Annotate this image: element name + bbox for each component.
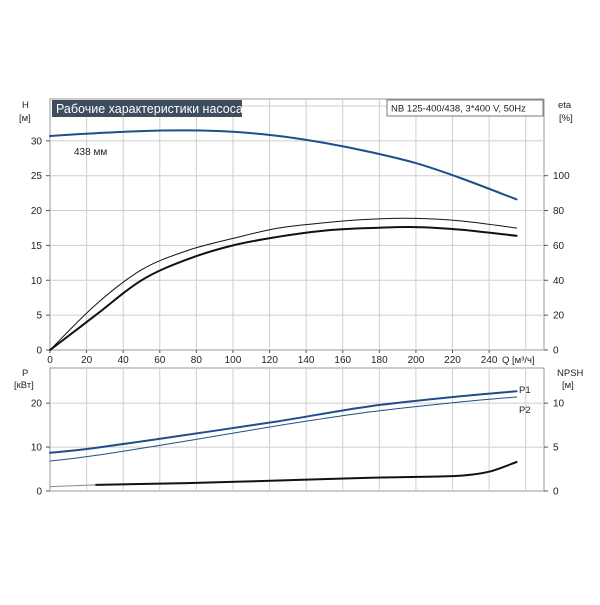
npsh-axis-label: NPSH xyxy=(557,368,584,379)
left-tick-label: 10 xyxy=(31,443,43,454)
right-tick-label: 80 xyxy=(553,206,565,217)
series-line-0-1 xyxy=(49,217,518,351)
series-line-1-2 xyxy=(94,461,518,486)
series-line-1-0 xyxy=(49,390,518,454)
impeller-annotation: 438 мм xyxy=(74,147,107,158)
right-tick-label: 5 xyxy=(553,443,559,454)
p-axis-label: P xyxy=(22,368,28,379)
x-tick-label: 120 xyxy=(261,355,278,366)
q-axis-label: Q [м³/ч] xyxy=(502,355,535,366)
left-tick-label: 20 xyxy=(31,206,43,217)
x-tick-label: 200 xyxy=(408,355,425,366)
npsh-axis-unit: [м] xyxy=(562,380,574,391)
h-axis-label: H xyxy=(22,100,29,111)
x-tick-label: 40 xyxy=(118,355,130,366)
x-tick-label: 140 xyxy=(298,355,315,366)
left-tick-label: 25 xyxy=(31,171,43,182)
x-tick-label: 100 xyxy=(225,355,242,366)
series-line-1-1 xyxy=(49,396,518,462)
x-tick-label: 20 xyxy=(81,355,93,366)
bottom-ticks: 0 10 20 0 5 10 xyxy=(31,399,565,498)
series-label-p1: P1 xyxy=(519,385,531,396)
left-tick-label: 10 xyxy=(31,276,43,287)
top-ticks: 0 5 10 15 20 25 30 0 20 40 60 80 100 0 20 40 60 80 100 120 1… xyxy=(31,136,570,366)
x-tick-label: 80 xyxy=(191,355,203,366)
series-line-0-2 xyxy=(49,226,518,351)
right-tick-label: 0 xyxy=(553,487,559,498)
top-plot-frame xyxy=(49,98,545,351)
eta-axis-label: eta xyxy=(558,100,572,111)
bottom-plot-frame xyxy=(49,367,545,492)
left-tick-label: 20 xyxy=(31,399,43,410)
series-line-0-0 xyxy=(49,129,518,201)
x-tick-label: 220 xyxy=(444,355,461,366)
left-tick-label: 0 xyxy=(36,346,42,357)
right-tick-label: 100 xyxy=(553,171,570,182)
right-tick-label: 10 xyxy=(553,399,565,410)
right-tick-label: 0 xyxy=(553,346,559,357)
x-tick-label: 180 xyxy=(371,355,388,366)
model-label: NB 125-400/438, 3*400 V, 50Hz xyxy=(391,104,526,115)
x-tick-label: 0 xyxy=(47,355,53,366)
chart-title: Рабочие характеристики насоса xyxy=(56,102,243,116)
x-tick-label: 240 xyxy=(481,355,498,366)
top-grid xyxy=(50,99,544,350)
x-tick-label: 160 xyxy=(334,355,351,366)
model-box xyxy=(386,99,544,117)
right-tick-label: 60 xyxy=(553,241,565,252)
title-box xyxy=(52,100,242,117)
left-tick-label: 5 xyxy=(36,311,42,322)
x-tick-label: 60 xyxy=(154,355,166,366)
top-series xyxy=(49,129,518,351)
bottom-grid xyxy=(50,368,544,491)
h-axis-unit: [м] xyxy=(19,113,31,124)
eta-axis-unit: [%] xyxy=(559,113,573,124)
series-line-1-3 xyxy=(49,484,97,488)
left-tick-label: 15 xyxy=(31,241,43,252)
right-tick-label: 40 xyxy=(553,276,565,287)
left-tick-label: 0 xyxy=(36,487,42,498)
bottom-series xyxy=(49,390,518,488)
p-axis-unit: [кВт] xyxy=(14,380,34,391)
left-tick-label: 30 xyxy=(31,136,43,147)
series-label-p2: P2 xyxy=(519,405,531,416)
right-tick-label: 20 xyxy=(553,311,565,322)
